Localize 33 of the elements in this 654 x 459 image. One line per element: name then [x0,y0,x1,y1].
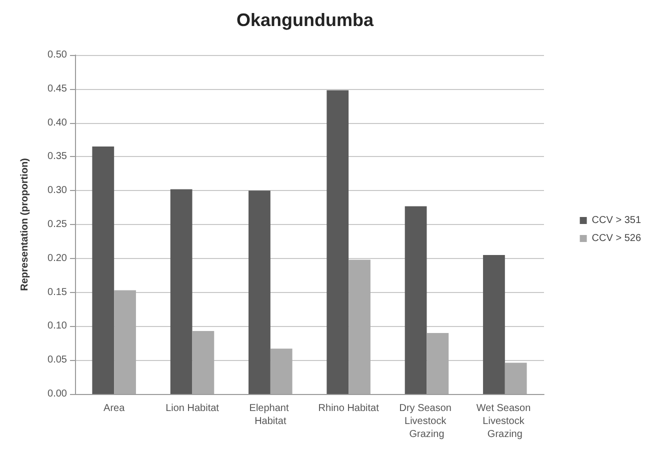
bar [426,332,449,394]
x-tick-label: Rhino Habitat [318,403,380,414]
y-tick-label: 0.45 [48,83,68,94]
y-tick-label: 0.25 [48,219,68,230]
x-tick-label: Area [104,403,126,414]
legend-label: CCV > 351 [592,215,642,226]
bar [192,330,214,394]
y-tick-label: 0.35 [48,151,68,162]
y-axis-title: Representation (proportion) [20,158,30,291]
y-tick-label: 0.30 [48,185,68,196]
bar [114,290,136,394]
bar [170,189,192,394]
y-tick-label: 0.40 [48,117,68,128]
bar [483,255,505,394]
y-tick-label: 0.50 [48,50,68,60]
x-tick-label: Dry Season Livestock Grazing [399,403,454,440]
bar [270,348,292,394]
y-tick-label: 0.15 [48,286,68,298]
legend-label: CCV > 526 [592,233,642,244]
bar [92,146,114,394]
bar [504,362,527,394]
chart-title: Okangundumba [236,10,374,30]
x-tick-label: Lion Habitat [166,403,220,414]
bar [248,190,270,394]
bar [404,206,427,394]
y-tick-label: 0.10 [48,320,68,332]
bar [326,90,349,394]
y-tick-label: 0.05 [48,354,68,366]
bar [348,260,370,394]
y-tick-label: 0.00 [48,388,68,400]
x-tick-label: Wet Season Livestock Grazing [476,403,534,440]
y-tick-label: 0.20 [48,252,68,264]
x-tick-label: Elephant Habitat [249,403,292,427]
